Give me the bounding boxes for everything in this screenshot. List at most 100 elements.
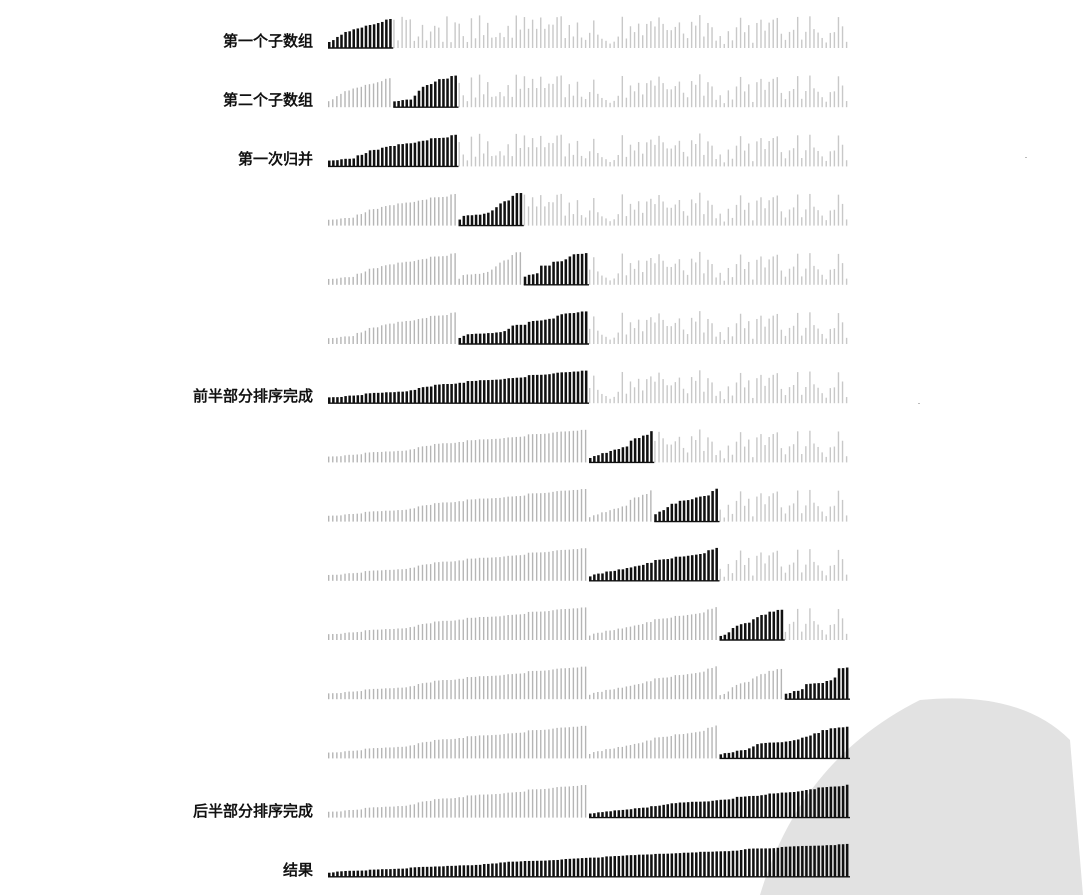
- unsorted-bar: [727, 31, 730, 48]
- unsorted-bar: [617, 214, 619, 226]
- active-bar: [584, 253, 588, 285]
- active-bar: [515, 861, 519, 877]
- sorted-bar: [629, 499, 632, 522]
- sorted-bar: [540, 611, 542, 640]
- unsorted-bar: [792, 325, 795, 344]
- unsorted-bar: [735, 500, 738, 522]
- sorted-bar: [466, 440, 469, 463]
- unsorted-bar: [801, 98, 803, 108]
- sorted-bar: [360, 750, 363, 759]
- sorted-bar: [434, 739, 436, 759]
- sorted-bar: [511, 792, 513, 818]
- unsorted-bar: [735, 86, 738, 108]
- active-bar: [642, 807, 645, 818]
- unsorted-bar: [482, 35, 485, 48]
- unsorted-bar: [462, 154, 464, 167]
- sorted-bar: [723, 693, 725, 700]
- unsorted-bar: [662, 83, 664, 108]
- unsorted-bar: [829, 92, 831, 108]
- unsorted-bar: [686, 274, 689, 285]
- sorted-bar: [548, 551, 550, 581]
- unsorted-bar: [833, 564, 836, 581]
- unsorted-bar: [642, 331, 644, 344]
- unsorted-bar: [507, 85, 509, 108]
- active-bar: [625, 446, 629, 463]
- unsorted-bar: [796, 16, 799, 48]
- active-bar: [817, 733, 820, 759]
- unsorted-bar: [450, 42, 452, 48]
- active-bar: [654, 560, 657, 581]
- unsorted-bar: [674, 26, 677, 48]
- unsorted-bar: [601, 334, 603, 344]
- unsorted-bar: [621, 75, 624, 108]
- unsorted-bar: [845, 515, 848, 522]
- sorted-bar: [674, 734, 677, 759]
- unsorted-bar: [841, 559, 844, 581]
- active-bar: [796, 846, 800, 877]
- unsorted-bar: [809, 253, 811, 285]
- sorted-bar: [625, 686, 628, 700]
- sorted-bar: [381, 807, 383, 818]
- sorted-bar: [462, 619, 464, 640]
- unsorted-bar: [470, 136, 473, 167]
- sorted-bar: [364, 511, 367, 522]
- scan-speck: [918, 403, 920, 404]
- unsorted-bar: [613, 396, 615, 404]
- sorted-bar: [401, 203, 403, 226]
- unsorted-bar: [601, 157, 603, 167]
- active-bar: [372, 869, 376, 877]
- unsorted-bar: [833, 209, 836, 226]
- active-bar: [682, 556, 686, 581]
- sorted-bar: [389, 264, 391, 285]
- unsorted-bar: [597, 271, 599, 285]
- unsorted-bar: [825, 516, 827, 522]
- unsorted-bar: [629, 144, 632, 167]
- sorted-bar: [535, 611, 538, 640]
- unsorted-bar: [743, 150, 746, 167]
- sorted-bar: [397, 510, 399, 522]
- unsorted-bar: [833, 505, 836, 522]
- unsorted-bar: [405, 19, 407, 48]
- sorted-bar: [446, 680, 448, 700]
- unsorted-bar: [487, 141, 489, 167]
- active-bar: [544, 319, 547, 344]
- sorted-bar: [768, 670, 770, 700]
- sorted-bar: [695, 673, 697, 700]
- unsorted-bar: [752, 101, 754, 108]
- active-bar: [711, 549, 714, 581]
- active-bar: [446, 78, 449, 108]
- unsorted-bar: [686, 334, 689, 344]
- active-bar: [495, 379, 498, 404]
- sorted-bar: [642, 624, 644, 640]
- sorted-bar: [409, 320, 411, 344]
- sorted-bar: [368, 511, 371, 522]
- sorted-bar: [560, 727, 562, 759]
- active-bar: [446, 384, 449, 404]
- unsorted-bar: [837, 135, 840, 167]
- active-bar: [776, 742, 780, 759]
- unsorted-bar: [833, 91, 836, 108]
- unsorted-bar: [748, 439, 750, 463]
- unsorted-bar: [739, 432, 742, 463]
- active-bar: [397, 144, 400, 167]
- unsorted-bar: [658, 372, 660, 404]
- sorted-bar: [519, 495, 522, 522]
- sorted-bar: [491, 498, 493, 522]
- sorted-bar: [442, 502, 444, 522]
- sorted-bar: [499, 497, 501, 522]
- active-bar: [564, 858, 568, 877]
- active-bar: [666, 559, 670, 581]
- active-bar: [523, 377, 527, 404]
- sorted-bar: [438, 502, 440, 522]
- active-bar: [788, 693, 792, 700]
- sorted-bar: [499, 262, 501, 285]
- sorted-bar: [584, 666, 587, 700]
- sorted-bar: [617, 628, 619, 640]
- unsorted-bar: [662, 260, 664, 285]
- sorted-bar: [364, 630, 367, 640]
- sorted-bar: [564, 609, 566, 640]
- unsorted-bar: [748, 321, 750, 344]
- sorted-bar: [507, 792, 509, 818]
- unsorted-bar: [662, 319, 664, 344]
- active-bar: [474, 380, 478, 404]
